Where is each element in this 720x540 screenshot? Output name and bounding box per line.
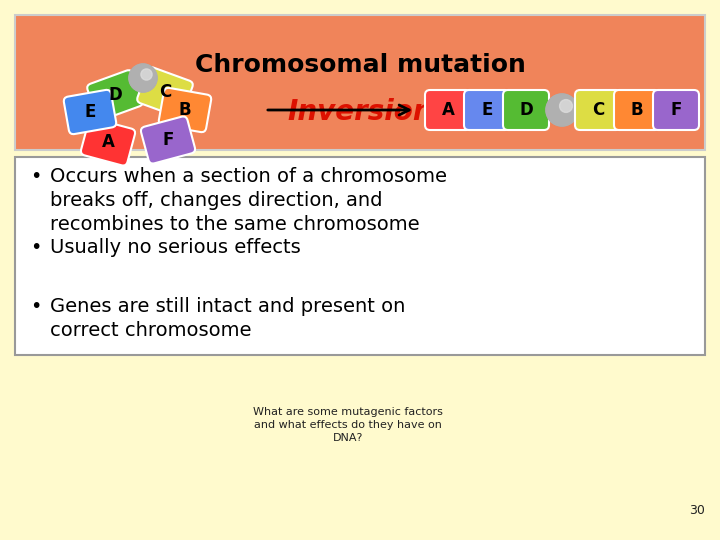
- FancyBboxPatch shape: [15, 157, 705, 355]
- Text: •: •: [30, 167, 41, 186]
- FancyBboxPatch shape: [653, 90, 699, 130]
- FancyBboxPatch shape: [614, 90, 660, 130]
- FancyBboxPatch shape: [138, 67, 193, 117]
- FancyBboxPatch shape: [87, 70, 143, 120]
- FancyBboxPatch shape: [64, 90, 116, 134]
- Text: C: C: [159, 83, 171, 101]
- Text: Genes are still intact and present on
correct chromosome: Genes are still intact and present on co…: [50, 297, 405, 340]
- FancyBboxPatch shape: [503, 90, 549, 130]
- Text: Chromosomal mutation: Chromosomal mutation: [194, 53, 526, 77]
- Text: B: B: [179, 101, 192, 119]
- Text: D: D: [519, 101, 533, 119]
- Text: Occurs when a section of a chromosome
breaks off, changes direction, and
recombi: Occurs when a section of a chromosome br…: [50, 167, 447, 234]
- Text: E: E: [84, 103, 96, 121]
- Circle shape: [129, 64, 157, 92]
- Circle shape: [141, 69, 152, 80]
- Text: 30: 30: [689, 503, 705, 516]
- Text: B: B: [631, 101, 643, 119]
- Text: What are some mutagenic factors
and what effects do they have on
DNA?: What are some mutagenic factors and what…: [253, 407, 443, 443]
- Text: F: F: [162, 131, 174, 149]
- FancyBboxPatch shape: [159, 88, 211, 132]
- FancyBboxPatch shape: [141, 117, 195, 164]
- Text: F: F: [670, 101, 682, 119]
- Text: A: A: [441, 101, 454, 119]
- Text: •: •: [30, 238, 41, 257]
- Circle shape: [129, 64, 157, 92]
- Text: C: C: [592, 101, 604, 119]
- FancyBboxPatch shape: [81, 118, 135, 166]
- Circle shape: [546, 94, 578, 126]
- FancyBboxPatch shape: [15, 15, 705, 150]
- FancyBboxPatch shape: [425, 90, 471, 130]
- Text: Usually no serious effects: Usually no serious effects: [50, 238, 301, 257]
- Text: E: E: [481, 101, 492, 119]
- FancyBboxPatch shape: [464, 90, 510, 130]
- Text: Inversion: Inversion: [287, 98, 433, 126]
- Text: D: D: [108, 86, 122, 104]
- Text: •: •: [30, 297, 41, 316]
- Text: A: A: [102, 133, 114, 151]
- FancyBboxPatch shape: [575, 90, 621, 130]
- Circle shape: [546, 94, 578, 126]
- Circle shape: [559, 99, 572, 112]
